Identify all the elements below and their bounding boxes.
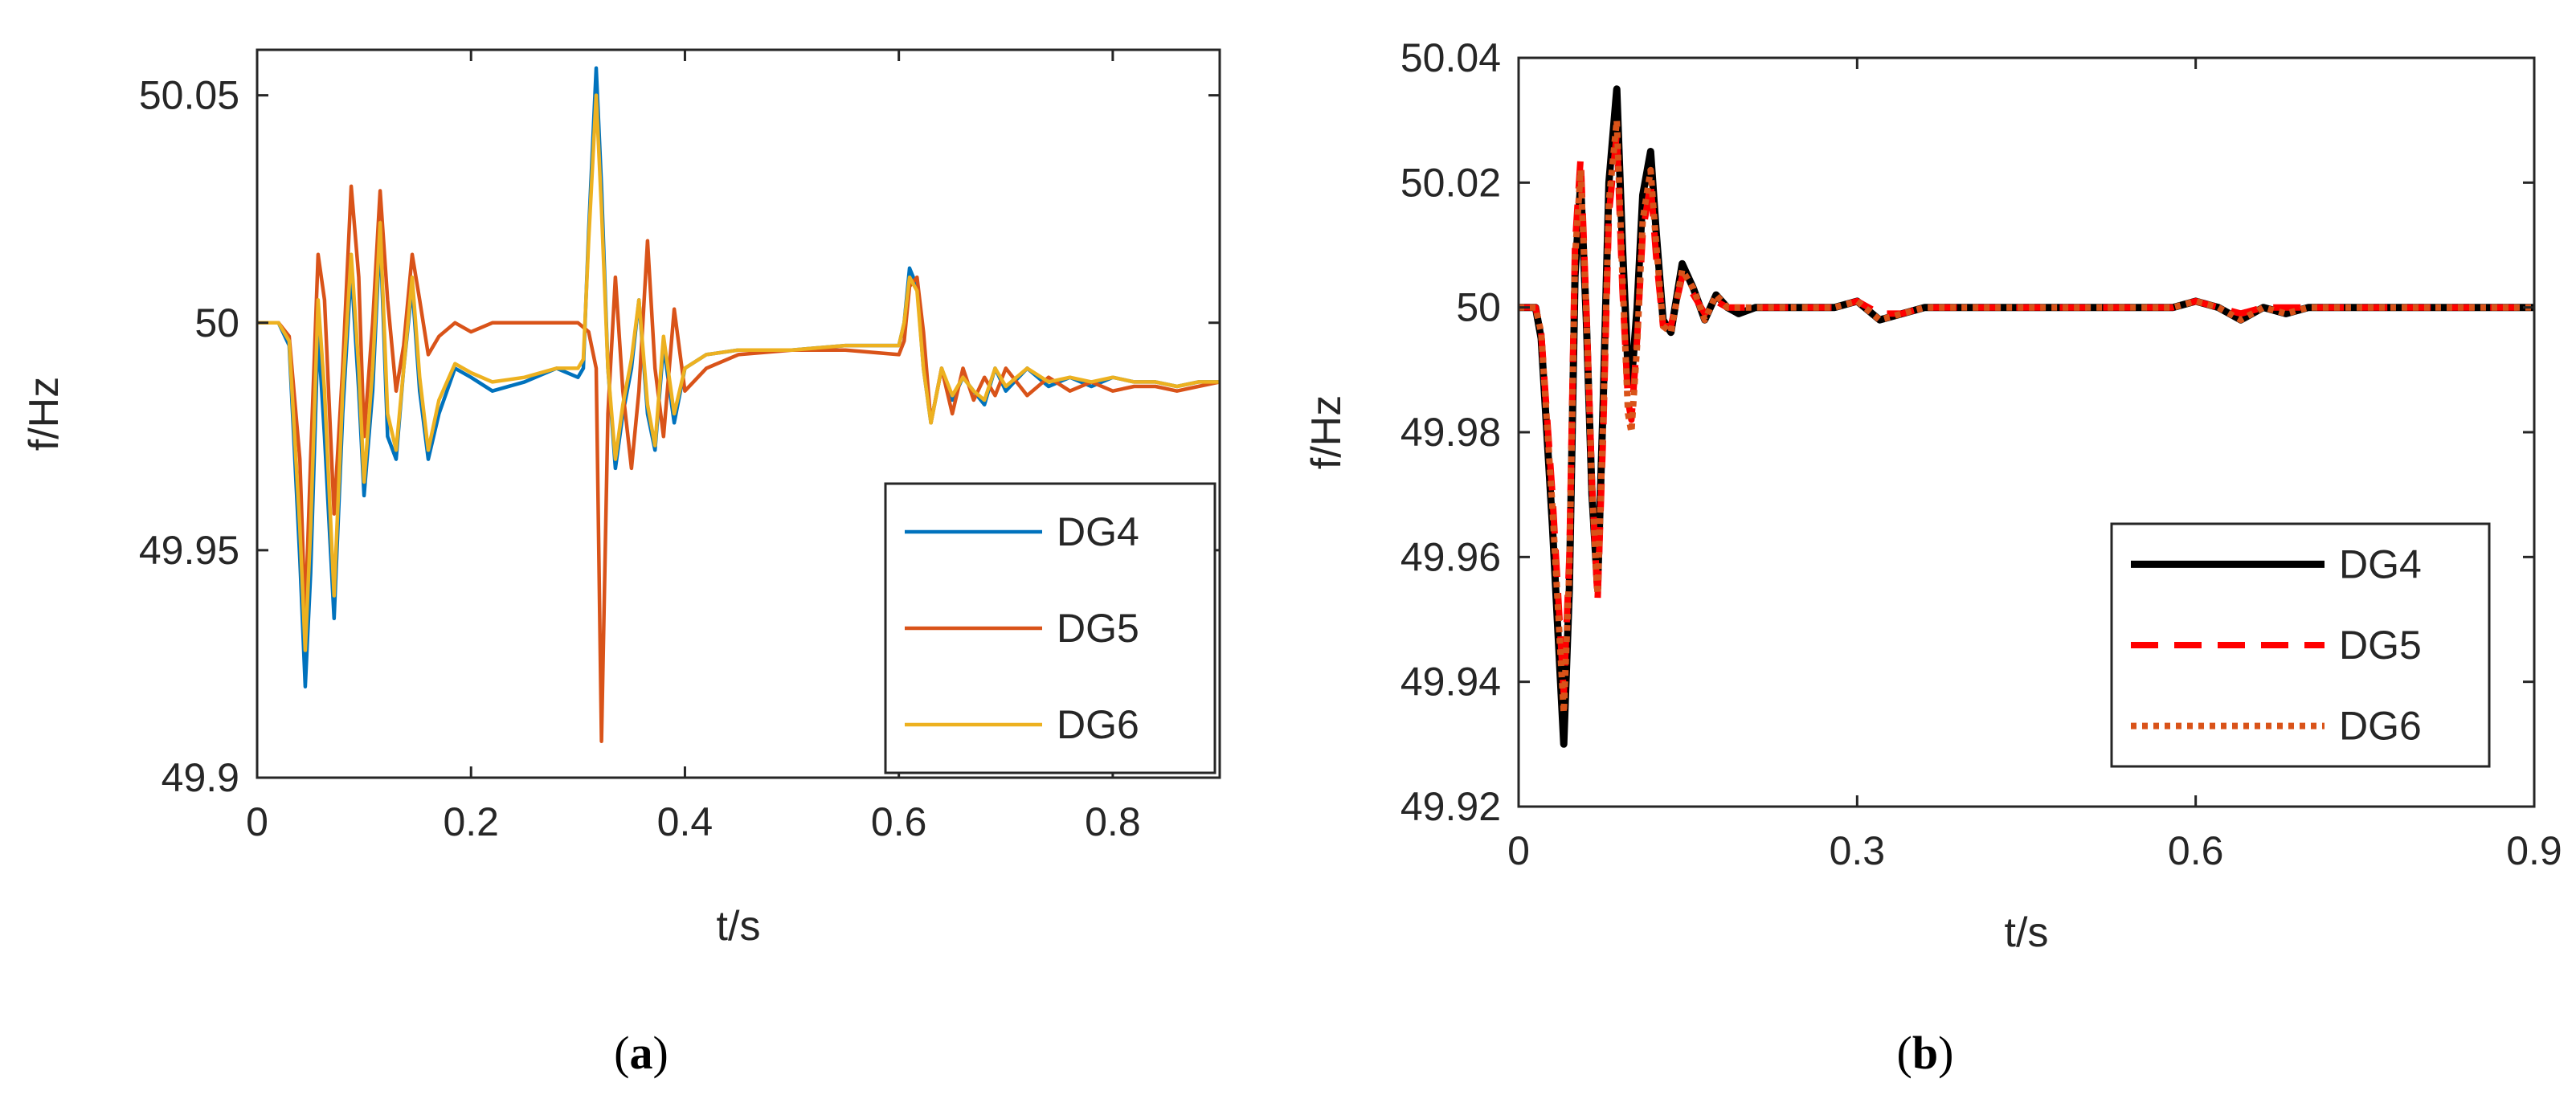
- caption-letter: a: [630, 1027, 653, 1079]
- y-axis-label: f/Hz: [21, 377, 67, 451]
- legend-label-dg5: DG5: [2339, 623, 2422, 668]
- y-axis-label: f/Hz: [1303, 395, 1350, 469]
- y-tick-label: 49.95: [139, 528, 239, 573]
- y-tick-label: 49.96: [1400, 534, 1501, 579]
- legend-label-dg4: DG4: [1057, 509, 1139, 554]
- panel-caption: (b): [1897, 1027, 1954, 1079]
- legend: DG4 DG5 DG6: [2110, 522, 2491, 768]
- x-tick-label: 0.2: [443, 799, 499, 844]
- x-tick-label: 0.4: [657, 799, 714, 844]
- legend: DG4 DG5 DG6: [884, 482, 1216, 774]
- series-line-dg5: [1519, 129, 2534, 698]
- series-group: [257, 66, 1220, 743]
- series-line-dg6: [1519, 116, 2534, 717]
- legend-label-dg5: DG5: [1057, 606, 1139, 651]
- x-tick-label: 0: [1507, 828, 1530, 873]
- panel-b: 0 0.3 0.6 0.9 49.92 49.94 49.96 49.98 50 50.02 50.…: [1303, 35, 2562, 1079]
- legend-label-dg4: DG4: [2339, 541, 2422, 586]
- caption-open: (: [614, 1027, 629, 1079]
- x-axis-label: t/s: [717, 903, 761, 950]
- x-tick-label: 0.6: [871, 799, 927, 844]
- legend-label-dg6: DG6: [1057, 702, 1139, 747]
- y-tick-label: 50.04: [1400, 35, 1501, 80]
- x-tick-label: 0: [246, 799, 268, 844]
- series-line-dg5: [257, 184, 1220, 743]
- series-line-dg6: [257, 93, 1220, 652]
- y-tick-label: 50.02: [1400, 160, 1501, 205]
- legend-box: [2110, 522, 2491, 768]
- y-tick-label: 50.05: [139, 73, 239, 118]
- series-group: [1519, 85, 2534, 748]
- y-tick-label: 49.98: [1400, 410, 1501, 455]
- caption-close: ): [1938, 1027, 1953, 1079]
- caption-open: (: [1897, 1027, 1912, 1079]
- y-tick-label: 49.94: [1400, 660, 1501, 705]
- x-tick-label: 0.9: [2506, 828, 2562, 873]
- y-tick-label: 49.92: [1400, 784, 1501, 829]
- x-axis-label: t/s: [2005, 909, 2049, 956]
- x-tick-label: 0.3: [1830, 828, 1886, 873]
- legend-label-dg6: DG6: [2339, 704, 2422, 749]
- caption-letter: b: [1912, 1027, 1938, 1079]
- x-tick-label: 0.6: [2168, 828, 2224, 873]
- axes-box: [256, 48, 1221, 779]
- y-tick-label: 50: [1456, 285, 1501, 330]
- panel-a: 0 0.2 0.4 0.6 0.849.949.955050.05t/sf/HzDG4D…: [21, 48, 1221, 1079]
- caption-close: ): [653, 1027, 669, 1079]
- y-tick-label: 50: [194, 300, 239, 345]
- panel-caption: (a): [614, 1027, 669, 1079]
- y-tick-label: 49.9: [162, 755, 239, 800]
- x-tick-label: 0.8: [1085, 799, 1141, 844]
